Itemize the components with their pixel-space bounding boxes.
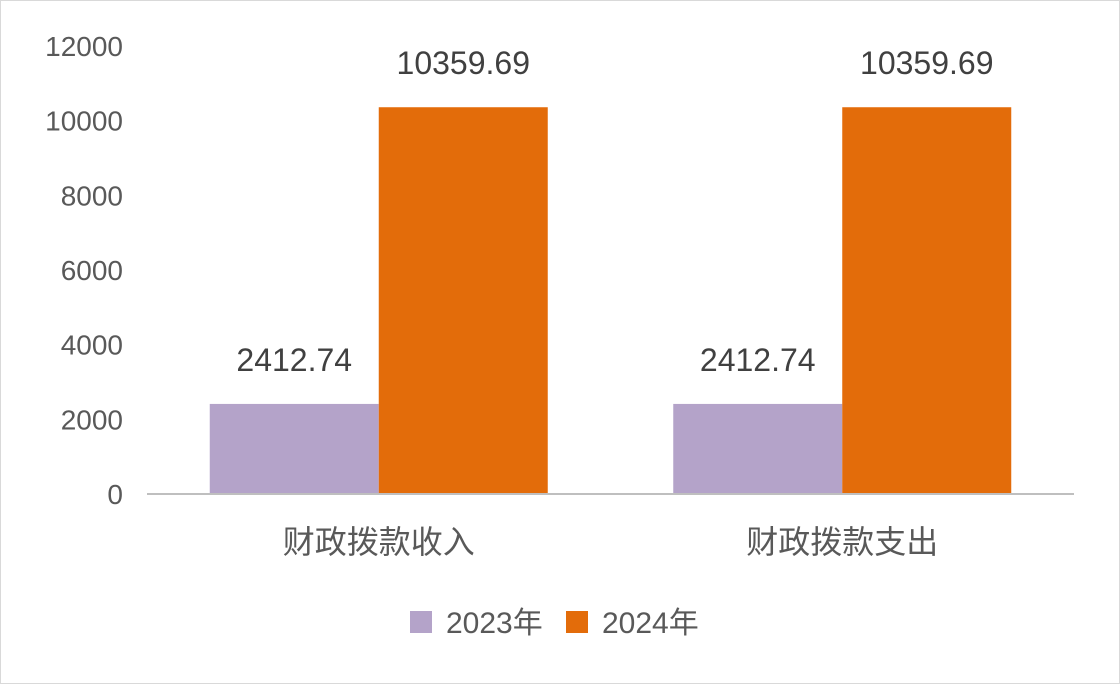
- y-tick-label: 0: [107, 479, 123, 510]
- data-label: 2412.74: [236, 342, 352, 378]
- bar: [209, 403, 379, 494]
- y-axis-tick-labels: 0 2000 4000 6000 8000 10000 12000: [45, 31, 123, 510]
- legend-swatch: [410, 611, 432, 633]
- legend-label: 2024年: [602, 607, 699, 640]
- y-tick-label: 6000: [61, 255, 123, 286]
- y-tick-label: 12000: [45, 31, 123, 62]
- data-label: 10359.69: [397, 45, 530, 81]
- bar: [378, 107, 548, 494]
- bars: [209, 107, 1012, 494]
- x-category-label: 财政拨款收入: [283, 524, 475, 560]
- legend-label: 2023年: [446, 607, 543, 640]
- data-labels: 2412.74 10359.69 2412.74 10359.69: [236, 45, 993, 378]
- data-label: 10359.69: [860, 45, 993, 81]
- y-tick-label: 2000: [61, 404, 123, 435]
- x-axis-category-labels: 财政拨款收入 财政拨款支出: [283, 524, 939, 560]
- y-tick-label: 10000: [45, 106, 123, 137]
- bar: [842, 107, 1012, 494]
- legend-swatch: [566, 611, 588, 633]
- x-category-label: 财政拨款支出: [746, 524, 938, 560]
- y-tick-label: 4000: [61, 330, 123, 361]
- y-tick-label: 8000: [61, 180, 123, 211]
- legend: 2023年 2024年: [410, 607, 699, 640]
- bar: [673, 403, 843, 494]
- data-label: 2412.74: [700, 342, 816, 378]
